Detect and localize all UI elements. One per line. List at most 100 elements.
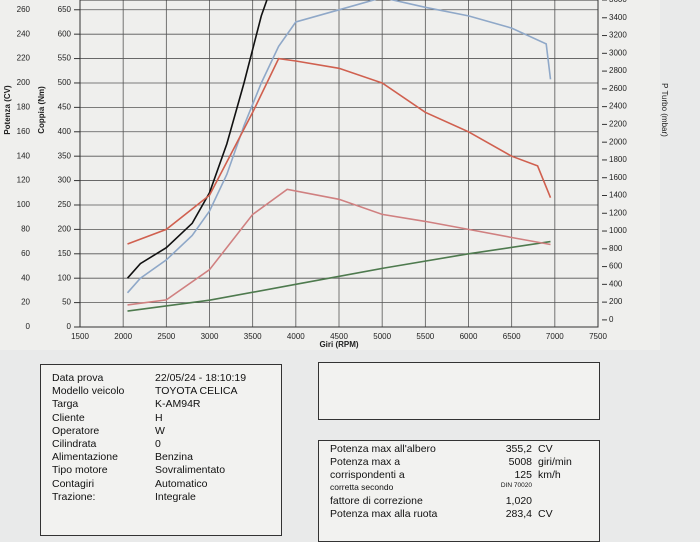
y3-tick-label: 3600 [609,0,627,4]
plot-area [126,0,552,312]
result-label: fattore di correzione [330,495,423,507]
result-unit: giri/min [538,456,572,468]
y-tick-label: 220 [17,54,31,63]
result-value: DIN 70020 [500,482,532,489]
y2-tick-label: 600 [58,29,72,38]
y3-tick-label: 1200 [609,208,627,217]
y-tick-label: 20 [21,298,30,307]
series-line [127,240,551,312]
result-value: 1,020 [505,495,532,507]
y-tick-label: 240 [17,29,31,38]
x-tick-label: 3500 [244,332,262,341]
info-label: Contagiri [52,477,95,490]
result-label: corrispondenti a [330,469,405,481]
y-tick-label: 80 [21,224,30,233]
y3-tick-label: 0 [609,315,614,324]
x-axis-label: Giri (RPM) [319,340,358,349]
y2-tick-label: 550 [58,54,72,63]
info-label: Tipo motore [52,464,108,477]
x-tick-label: 7000 [546,332,564,341]
info-value: 22/05/24 - 18:10:19 [155,372,247,384]
series-line [127,57,552,245]
info-value: W [155,424,165,437]
x-tick-label: 7500 [589,332,607,341]
info-value: Benzina [155,451,193,464]
y3-tick-label: 1000 [609,226,627,235]
y2-tick-label: 150 [58,249,72,258]
page: Potenza (CV) Coppia (Nm) P Turbo (mbar) … [0,0,669,542]
info-value: H [155,411,163,424]
chart: Potenza (CV) Coppia (Nm) P Turbo (mbar) … [0,0,669,403]
series-line [126,0,552,294]
result-label: Potenza max a [330,456,401,468]
y2-tick-label: 350 [58,151,72,160]
x-tick-label: 1500 [71,332,89,341]
y3-tick-label: 2600 [609,84,627,93]
y3-tick-label: 2800 [609,66,627,75]
y-tick-label: 60 [21,249,30,258]
y3-tick-label: 1600 [609,173,627,182]
info-value: K-AM94R [155,398,201,411]
info-value: Sovralimentato [155,464,226,477]
y3-tick-label: 3000 [609,48,627,57]
y-tick-label: 180 [17,102,31,111]
y2-tick-label: 300 [58,176,72,185]
result-label: Potenza max all'albero [330,443,436,455]
info-value: 0 [155,438,161,450]
y3-tick-label: 1400 [609,191,627,200]
info-label: Modello veicolo [52,385,125,398]
y2-tick-label: 650 [58,5,72,14]
info-label: Cilindrata [52,438,97,450]
y-tick-label: 100 [17,200,31,209]
y2-tick-label: 200 [58,224,72,233]
y3-tick-label: 600 [609,262,623,271]
y-tick-label: 260 [17,5,31,14]
y2-tick-label: 50 [62,298,71,307]
info-label: Data prova [52,372,104,384]
y3-tick-label: 400 [609,279,623,288]
y2-tick-label: 100 [58,273,72,282]
x-tick-label: 6500 [503,332,521,341]
y2-tick-label: 500 [58,78,72,87]
x-tick-label: 6000 [460,332,478,341]
y3-tick-label: 3200 [609,31,627,40]
y3-tick-label: 2200 [609,120,627,129]
info-label: Cliente [52,411,85,424]
y3-tick-label: 2000 [609,137,627,146]
y-tick-label: 40 [21,273,30,282]
info-label: Operatore [52,424,100,437]
y-axis-label: Potenza (CV) [3,85,12,135]
x-tick-label: 2500 [157,332,175,341]
info-label: Trazione: [52,490,96,503]
x-tick-label: 3000 [201,332,219,341]
y-tick-label: 140 [17,151,31,160]
x-tick-label: 4500 [330,332,348,341]
y3-axis-label: P Turbo (mbar) [660,83,669,137]
series-line [127,188,551,306]
info-box [40,364,282,536]
info-value: TOYOTA CELICA [155,385,238,398]
legend-box [318,362,600,420]
result-unit: CV [538,443,553,455]
result-value: 283,4 [505,508,532,520]
plot-frame [79,0,599,328]
paper [0,0,660,350]
info-label: Targa [52,398,79,411]
y3-tick-label: 3400 [609,13,627,22]
x-tick-label: 5000 [373,332,391,341]
series-line [126,0,268,279]
x-tick-label: 2000 [114,332,132,341]
info-value: Automatico [155,477,208,490]
result-value: 125 [514,469,532,481]
y-tick-label: 160 [17,127,31,136]
result-unit: km/h [538,469,561,481]
result-label: corretta secondo [330,482,394,492]
x-tick-label: 4000 [287,332,305,341]
y3-tick-label: 200 [609,297,623,306]
y3-tick-label: 800 [609,244,623,253]
info-label: Alimentazione [52,451,118,464]
y2-tick-label: 400 [58,127,72,136]
y2-tick-label: 450 [58,102,72,111]
y2-tick-label: 0 [67,322,72,331]
y-tick-label: 120 [17,176,31,185]
